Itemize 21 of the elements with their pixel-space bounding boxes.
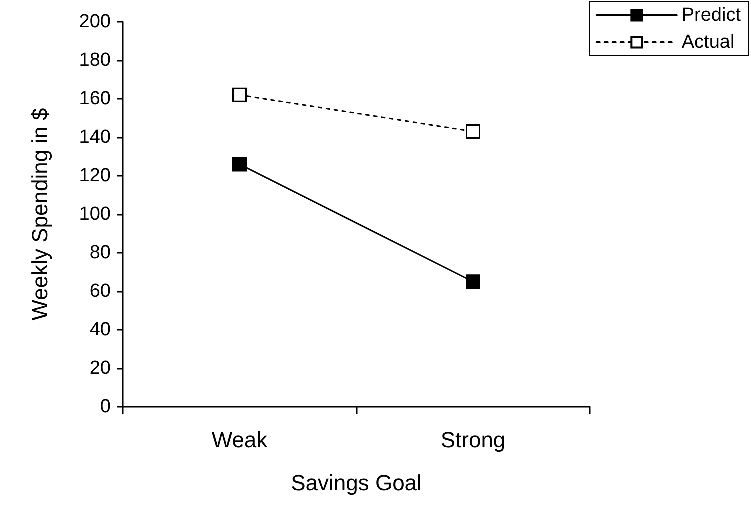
y-tick-label: 120 (79, 166, 111, 186)
point (466, 124, 480, 139)
x-tick-label: Weak (212, 428, 269, 452)
y-tick-label: 20 (90, 358, 111, 379)
point (232, 157, 247, 172)
y-tick-label: 140 (79, 127, 111, 148)
legend-label: Actual (682, 32, 735, 53)
x-tick-label: Strong (440, 428, 506, 452)
point (232, 88, 247, 102)
x-axis-title: Savings Goal (291, 470, 422, 496)
y-tick-label: 0 (100, 396, 111, 418)
legend-label: Predict (682, 5, 742, 26)
y-tick-label: 200 (79, 12, 111, 32)
y-tick-label: 60 (90, 281, 111, 302)
y-tick-label: 160 (79, 88, 111, 110)
y-tick-label: 180 (79, 50, 111, 71)
point (466, 274, 480, 290)
y-tick-label: 100 (79, 204, 111, 225)
y-axis-title: Weekly Spending in $ (28, 108, 52, 321)
y-tick-label: 40 (90, 320, 111, 340)
y-tick-label: 80 (90, 242, 111, 264)
